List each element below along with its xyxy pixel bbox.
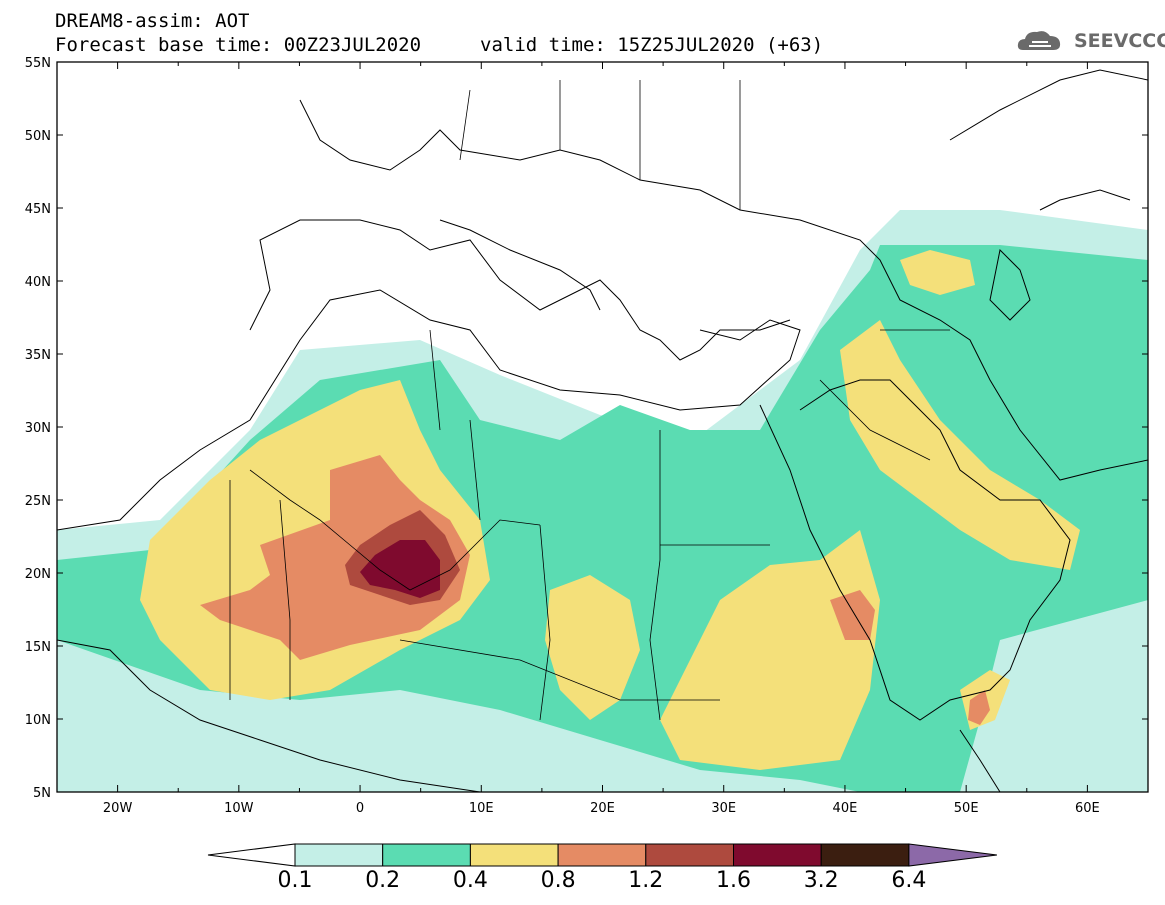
aot-level-0.4d [840, 320, 1080, 570]
lat-label: 20N [25, 567, 51, 582]
logo-text: SEEVCCC [1074, 30, 1165, 52]
lon-label: 20E [590, 801, 615, 816]
colorbar-over-arrow [908, 843, 997, 867]
colorbar-label: 0.1 [277, 868, 313, 893]
aot-level-0.4c [660, 530, 880, 770]
aot-level-0.8 [200, 455, 470, 660]
lat-label: 5N [33, 786, 51, 801]
lat-label: 55N [25, 56, 51, 71]
aot-level-0.8c [968, 690, 990, 725]
colorbar-box [469, 843, 559, 867]
cloud-logo-icon [1017, 31, 1061, 50]
colorbar-box [557, 843, 647, 867]
lat-label: 40N [25, 275, 51, 290]
lon-label: 60E [1075, 801, 1100, 816]
country-borders [229, 80, 950, 721]
aot-level-0.8b [830, 590, 875, 640]
latitude-labels: 55N 50N 45N 40N 35N 30N 25N 20N 15N 10N 5N [25, 56, 51, 801]
colorbar-label: 3.2 [803, 868, 839, 893]
colorbar-box [382, 843, 471, 867]
colorbar-label: 0.4 [452, 868, 488, 893]
lon-label: 30E [711, 801, 736, 816]
lon-label: 10E [469, 801, 494, 816]
colorbar-box [733, 843, 822, 867]
colorbar-label: 1.6 [716, 868, 751, 893]
lon-label: 10W [224, 801, 254, 816]
lon-label: 50E [954, 801, 979, 816]
lat-label: 35N [25, 348, 51, 363]
colorbar-under-arrow [207, 843, 296, 867]
colorbar-box [820, 843, 910, 867]
aot-level-0.4b [545, 575, 640, 720]
lon-label: 40E [833, 801, 858, 816]
colorbar-box [645, 843, 734, 867]
colorbar-box [294, 843, 384, 867]
lon-label: 0 [356, 801, 364, 816]
lat-label: 45N [25, 202, 51, 217]
aot-level-0.4e [900, 250, 975, 295]
aot-level-1.6 [360, 540, 440, 598]
lat-label: 50N [25, 129, 51, 144]
colorbar-label: 1.2 [628, 868, 664, 893]
colorbar-label: 6.4 [891, 868, 927, 893]
lat-label: 15N [25, 640, 51, 655]
colorbar-boxes [207, 843, 997, 867]
lat-label: 25N [25, 494, 51, 509]
longitude-labels: 20W 10W 0 10E 20E 30E 40E 50E 60E [103, 801, 1100, 816]
lon-label: 20W [103, 801, 133, 816]
forecast-base-time: Forecast base time: 00Z23JUL2020 [55, 34, 422, 56]
lat-label: 10N [25, 713, 51, 728]
map-title: DREAM8-assim: AOT [55, 10, 250, 32]
axis-ticks [57, 61, 1148, 793]
lat-label: 30N [25, 421, 51, 436]
colorbar-label: 0.8 [540, 868, 576, 893]
valid-time: valid time: 15Z25JUL2020 (+63) [480, 34, 824, 56]
coastlines [57, 69, 1148, 792]
colorbar-label: 0.2 [365, 868, 401, 893]
